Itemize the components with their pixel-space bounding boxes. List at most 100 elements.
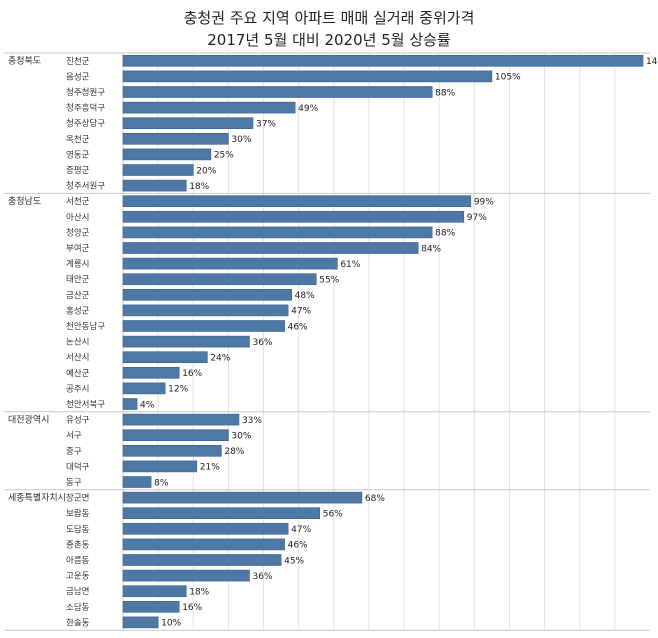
category-label: 청주서원구 [66,182,105,192]
bar [122,86,433,98]
category-label: 증평군 [66,165,90,176]
data-label: 56% [323,510,343,520]
bar [122,335,250,348]
category-label: 옥천군 [66,134,90,145]
category-label: 서산시 [66,352,89,363]
data-label: 45% [284,556,304,566]
data-label: 8% [154,478,169,488]
bar [122,179,187,192]
bar [122,429,229,442]
category-label: 종촌동 [66,540,90,550]
bar [122,351,208,364]
data-label: 16% [182,369,202,379]
category-label: 장군면 [66,493,89,504]
bar [122,491,363,504]
data-label: 12% [168,385,188,395]
bar [122,226,433,239]
category-label: 금남면 [66,586,89,597]
bar [122,569,250,582]
bar [122,257,338,270]
data-label: 33% [242,416,262,426]
bar [122,476,152,488]
data-label: 16% [182,603,202,613]
bar [122,616,159,629]
data-label: 88% [435,229,455,239]
bar [122,554,282,566]
bar [122,211,465,223]
bar [122,460,198,473]
bar [122,101,296,114]
data-label: 18% [189,588,209,598]
bar [122,398,138,410]
data-label: 37% [256,120,276,130]
bar [122,148,212,161]
category-label: 태안군 [66,274,90,285]
data-label: 30% [231,135,251,145]
bar [122,413,240,426]
group-label: 충청북도 [8,56,41,67]
bar [122,164,194,176]
data-label: 61% [340,260,360,270]
bar [122,444,222,457]
data-label: 20% [196,166,216,176]
bar [122,195,472,207]
category-label: 금산군 [66,290,90,301]
data-label: 36% [252,572,272,582]
data-label: 46% [288,322,308,332]
data-label: 4% [140,400,155,410]
category-label: 천안서북구 [66,399,105,410]
data-label: 47% [291,307,311,317]
category-label: 한솔동 [66,618,90,628]
category-label: 중구 [66,447,82,457]
data-label: 36% [252,338,272,348]
data-label: 18% [189,182,209,192]
category-label: 소담동 [66,602,90,613]
bar [122,507,321,520]
category-label: 계룡시 [66,259,89,270]
group-label: 충청남도 [8,196,41,207]
category-label: 청주흥덕구 [66,103,105,114]
bar [122,117,254,129]
category-label: 청주상당구 [66,118,105,129]
category-label: 유성구 [66,416,90,426]
data-label: 105% [495,73,521,83]
data-label: 84% [421,244,441,254]
data-label: 68% [365,494,385,504]
data-label: 46% [288,541,308,551]
data-label: 88% [435,88,455,98]
data-label: 148% [646,57,658,67]
data-label: 30% [231,432,251,442]
category-label: 아산시 [66,212,89,223]
data-label: 55% [319,276,339,286]
data-label: 49% [298,104,318,114]
chart-title: 충청권 주요 지역 아파트 매매 실거래 중위가격 [183,9,475,27]
category-label: 천안동남구 [66,321,105,332]
bar [122,320,285,332]
category-label: 고운동 [66,572,90,582]
bar [122,366,180,379]
group-label: 대전광역시 [8,413,49,425]
data-label: 21% [200,463,220,473]
bar [122,288,292,301]
bar [122,600,180,613]
data-label: 28% [224,447,244,457]
category-label: 도담동 [66,524,90,535]
category-label: 공주시 [66,384,89,394]
category-label: 부여군 [66,243,90,254]
bar [122,382,166,395]
bar [122,133,229,145]
bar [122,304,289,317]
data-label: 99% [474,198,494,208]
category-label: 대덕구 [66,461,90,472]
category-label: 홍성군 [66,305,90,316]
category-label: 논산시 [66,337,89,348]
data-label: 48% [295,291,315,301]
category-label: 보람동 [66,509,90,519]
bar [122,54,644,67]
category-label: 청주청원구 [66,88,105,98]
bar [122,538,285,551]
data-label: 97% [467,213,487,223]
bar [122,522,289,535]
category-label: 진천군 [66,56,90,67]
